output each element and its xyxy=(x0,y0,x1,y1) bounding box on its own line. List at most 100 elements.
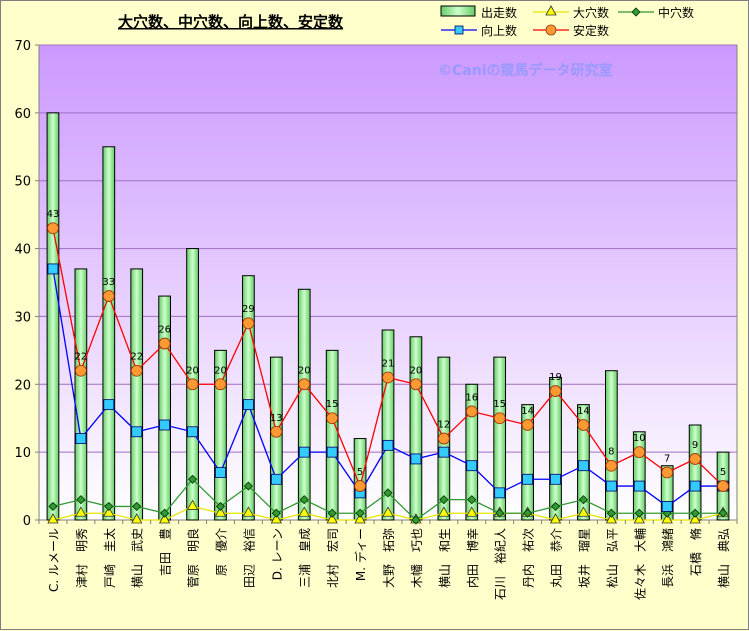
legend-item: 向上数 xyxy=(441,23,517,38)
marker-antei xyxy=(661,466,674,479)
marker-oana xyxy=(326,513,338,524)
x-tick-label: 丸田 恭介 xyxy=(550,528,564,588)
bar-starts xyxy=(493,356,507,521)
bar-starts xyxy=(632,431,646,521)
x-axis-ticks: C. ルメール 津村 明秀 戸崎 圭太 横山 武史 吉田 豊菅原 明良原 優介 田辺 裕信… xyxy=(38,520,738,600)
marker-kojo xyxy=(438,446,450,458)
marker-kojo xyxy=(131,426,143,438)
x-tick-label: 長浜 鴻緒 xyxy=(660,528,675,588)
marker-chuana xyxy=(578,495,589,505)
marker-antei xyxy=(270,425,283,438)
marker-chuana xyxy=(76,495,86,505)
x-tick-label: 田辺 裕信 xyxy=(241,528,256,588)
y-tick-label: 10 xyxy=(14,446,31,461)
marker-kojo xyxy=(187,426,198,438)
marker-oana xyxy=(382,506,394,517)
y-tick-label: 50 xyxy=(14,175,31,190)
marker-antei xyxy=(130,364,143,377)
legend-item: 安定数 xyxy=(533,23,609,38)
legend-item: 大穴数 xyxy=(533,5,609,20)
bar-starts xyxy=(353,438,367,521)
marker-chuana xyxy=(634,508,644,518)
legend-label: 中穴数 xyxy=(658,5,694,20)
marker-oana xyxy=(103,506,115,517)
bar-starts xyxy=(604,370,618,521)
marker-kojo xyxy=(466,460,478,472)
marker-chuana xyxy=(48,501,58,511)
bar-starts xyxy=(549,377,562,521)
marker-chuana xyxy=(104,501,114,511)
legend-marker xyxy=(631,7,641,17)
marker-oana xyxy=(633,513,645,524)
legend-item: 中穴数 xyxy=(618,5,694,20)
marker-oana xyxy=(549,513,562,524)
data-label: 16 xyxy=(465,392,478,403)
marker-chuana xyxy=(411,515,421,525)
legend-marker xyxy=(454,25,464,35)
data-label: 29 xyxy=(242,304,255,315)
marker-kojo xyxy=(75,433,87,444)
legend-label: 出走数 xyxy=(481,5,517,20)
x-tick-label: 横山 武史 xyxy=(131,528,145,588)
marker-kojo xyxy=(410,453,422,465)
marker-oana xyxy=(438,506,450,517)
data-label: 20 xyxy=(410,365,423,376)
marker-kojo xyxy=(494,487,506,499)
marker-oana xyxy=(214,506,227,517)
marker-chuana xyxy=(327,508,337,518)
marker-oana xyxy=(186,499,199,510)
data-label: 14 xyxy=(577,406,590,417)
bar-starts xyxy=(102,146,116,521)
marker-kojo xyxy=(578,460,589,472)
marker-chuana xyxy=(383,488,393,498)
legend-label: 向上数 xyxy=(481,23,517,38)
x-tick-label: C. ルメール xyxy=(47,528,61,592)
x-tick-label: 北村 宏司 xyxy=(325,528,340,588)
x-tick-label: 松山 弘平 xyxy=(605,528,619,588)
marker-chuana xyxy=(215,501,226,511)
legend-marker xyxy=(545,5,557,16)
marker-antei xyxy=(326,412,339,425)
data-label: 20 xyxy=(186,365,199,376)
marker-antei xyxy=(382,371,394,384)
marker-kojo xyxy=(270,473,282,485)
bars xyxy=(46,112,730,521)
marker-kojo xyxy=(103,399,115,411)
data-label: 8 xyxy=(608,447,614,458)
data-label: 20 xyxy=(298,365,311,376)
x-tick-label: 吉田 豊 xyxy=(159,528,173,576)
x-tick-label: 津村 明秀 xyxy=(75,528,89,588)
data-label: 21 xyxy=(382,359,395,370)
bar-starts xyxy=(130,268,144,521)
marker-oana xyxy=(577,506,590,517)
bar-starts xyxy=(242,275,255,521)
x-tick-label: 石川 裕紀人 xyxy=(493,528,508,600)
marker-oana xyxy=(298,506,310,517)
data-label: 7 xyxy=(664,454,670,465)
bar-starts xyxy=(409,336,423,521)
y-tick-label: 70 xyxy=(14,39,31,54)
x-tick-label: 木幡 巧也 xyxy=(409,528,424,588)
marker-antei xyxy=(437,432,450,445)
x-tick-label: 菅原 明良 xyxy=(186,528,201,588)
x-tick-label: 横山 和生 xyxy=(438,528,452,588)
x-tick-label: D. レーン xyxy=(270,528,284,580)
y-axis-ticks: 0 10 20 30 40 50 60 70 xyxy=(14,39,39,529)
x-tick-label: 佐々木 大輔 xyxy=(633,528,647,600)
marker-chuana xyxy=(495,508,505,518)
legend-item: 出走数 xyxy=(440,5,517,20)
y-tick-label: 60 xyxy=(14,107,31,122)
data-label: 26 xyxy=(158,325,171,336)
marker-kojo xyxy=(661,501,673,512)
x-tick-label: 横山 典弘 xyxy=(717,528,731,588)
bar-starts xyxy=(381,329,395,521)
data-label: 19 xyxy=(549,372,562,383)
data-label: 5 xyxy=(357,467,363,478)
marker-antei xyxy=(354,480,366,492)
marker-kojo xyxy=(47,263,59,275)
bar-starts xyxy=(269,356,283,521)
marker-oana xyxy=(689,513,701,524)
bar-starts xyxy=(214,349,227,521)
